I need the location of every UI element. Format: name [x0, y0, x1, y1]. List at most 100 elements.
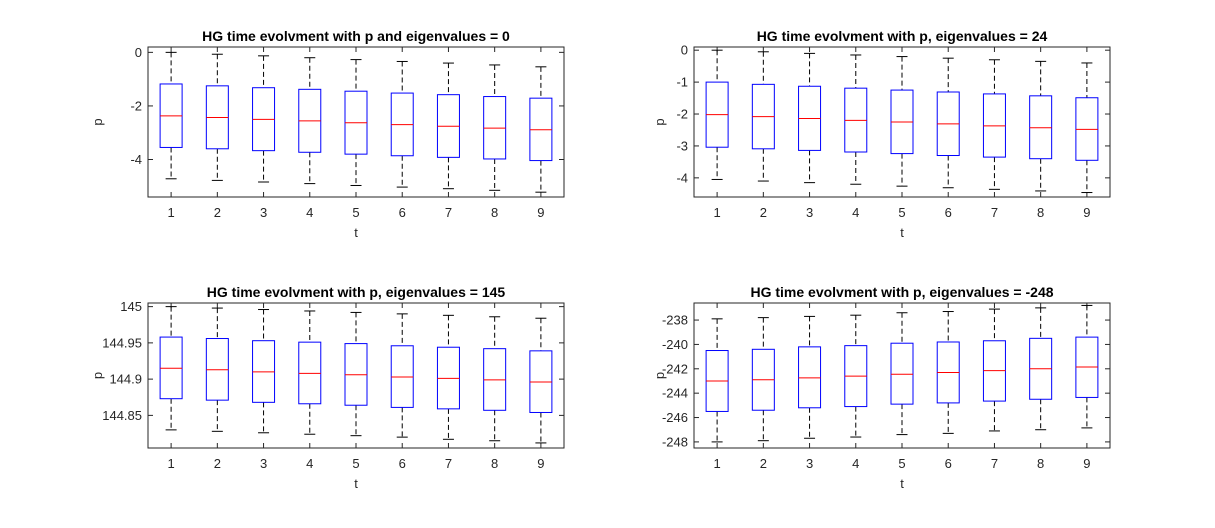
x-tick-label: 5	[352, 205, 359, 220]
y-tick-label: -248	[662, 434, 688, 449]
x-tick-label: 8	[491, 205, 498, 220]
boxplot-4	[298, 57, 322, 185]
x-tick-label: 6	[399, 205, 406, 220]
x-tick-label: 2	[760, 456, 767, 471]
boxplot-6	[936, 311, 960, 434]
x-tick-label: 8	[1037, 456, 1044, 471]
boxplot-8	[483, 64, 507, 191]
y-tick-label: 145	[120, 299, 142, 314]
subplot-title: HG time evolvment with p, eigenvalues = …	[207, 284, 506, 300]
x-tick-label: 4	[306, 205, 313, 220]
boxplot-7	[436, 314, 460, 440]
box-iqr	[890, 342, 914, 405]
boxplot-3	[252, 309, 276, 434]
x-tick-label: 7	[445, 205, 452, 220]
y-tick-label: -2	[130, 98, 142, 113]
y-axis-label: p	[90, 118, 105, 125]
y-tick-label: 0	[135, 45, 142, 60]
y-tick-label: -3	[676, 138, 688, 153]
subplot-bottom-right: HG time evolvment with p, eigenvalues = …	[652, 284, 1111, 491]
y-tick-label: -238	[662, 313, 688, 328]
boxplot-5	[890, 312, 914, 436]
boxplot-9	[529, 317, 553, 444]
y-axis-label: p	[90, 372, 105, 379]
x-tick-label: 1	[713, 456, 720, 471]
y-tick-label: -4	[676, 170, 688, 185]
boxplot-8	[1029, 60, 1053, 192]
x-tick-label: 2	[214, 205, 221, 220]
boxplot-7	[436, 62, 460, 190]
y-tick-label: 144.85	[102, 408, 142, 423]
x-tick-label: 5	[898, 205, 905, 220]
boxplot-1	[159, 51, 183, 180]
boxplot-2	[205, 307, 229, 432]
y-tick-label: 144.9	[109, 372, 142, 387]
y-tick-label: -4	[130, 152, 142, 167]
y-axis-label: p	[652, 118, 667, 125]
boxplot-7	[982, 308, 1006, 432]
x-tick-label: 7	[991, 205, 998, 220]
x-tick-label: 6	[399, 456, 406, 471]
subplot-title: HG time evolvment with p and eigenvalues…	[202, 28, 510, 44]
x-tick-label: 2	[760, 205, 767, 220]
boxplot-4	[844, 54, 868, 185]
subplot-title: HG time evolvment with p, eigenvalues = …	[757, 28, 1048, 44]
boxplot-6	[936, 57, 960, 189]
box-iqr	[798, 346, 822, 409]
boxplot-7	[982, 59, 1006, 190]
y-tick-label: -244	[662, 386, 688, 401]
x-tick-label: 4	[852, 205, 859, 220]
x-tick-label: 6	[945, 205, 952, 220]
subplot-bottom-left: HG time evolvment with p, eigenvalues = …	[90, 284, 565, 491]
x-tick-label: 9	[537, 205, 544, 220]
y-tick-label: -240	[662, 337, 688, 352]
boxplot-5	[890, 56, 914, 187]
y-tick-label: -246	[662, 410, 688, 425]
boxplot-2	[205, 53, 229, 181]
x-tick-label: 1	[167, 205, 174, 220]
subplot-title: HG time evolvment with p, eigenvalues = …	[750, 284, 1053, 300]
x-tick-label: 4	[852, 456, 859, 471]
y-tick-label: -2	[676, 107, 688, 122]
y-tick-label: 144.95	[102, 335, 142, 350]
x-tick-label: 5	[352, 456, 359, 471]
x-tick-label: 3	[806, 456, 813, 471]
boxplot-4	[298, 310, 322, 435]
x-tick-label: 3	[806, 205, 813, 220]
boxplot-9	[1075, 304, 1099, 429]
boxplot-9	[529, 66, 553, 193]
x-tick-label: 3	[260, 456, 267, 471]
boxplot-8	[1029, 307, 1053, 431]
x-axis-label: t	[900, 476, 904, 491]
x-tick-label: 9	[1083, 456, 1090, 471]
x-tick-label: 1	[713, 205, 720, 220]
x-tick-label: 4	[306, 456, 313, 471]
y-axis-label: p	[652, 372, 667, 379]
x-tick-label: 7	[991, 456, 998, 471]
x-tick-label: 8	[1037, 205, 1044, 220]
x-tick-label: 9	[537, 456, 544, 471]
boxplot-2	[751, 317, 775, 442]
x-tick-label: 7	[445, 456, 452, 471]
boxplot-1	[705, 49, 729, 180]
subplot-top-left: HG time evolvment with p and eigenvalues…	[90, 28, 565, 240]
boxplot-8	[483, 316, 507, 442]
boxplot-3	[798, 315, 822, 439]
x-axis-label: t	[354, 476, 358, 491]
boxplot-3	[798, 52, 822, 184]
boxplot-6	[390, 313, 414, 438]
x-tick-label: 2	[214, 456, 221, 471]
y-tick-label: 0	[681, 43, 688, 58]
boxplot-6	[390, 60, 414, 188]
boxplot-5	[344, 59, 368, 186]
boxplot-1	[159, 306, 183, 431]
x-tick-label: 3	[260, 205, 267, 220]
boxplot-2	[751, 51, 775, 182]
boxplot-4	[844, 314, 868, 438]
x-axis-label: t	[900, 225, 904, 240]
boxplot-3	[252, 55, 276, 183]
boxplot-9	[1075, 62, 1099, 194]
x-tick-label: 1	[167, 456, 174, 471]
y-tick-label: -242	[662, 361, 688, 376]
